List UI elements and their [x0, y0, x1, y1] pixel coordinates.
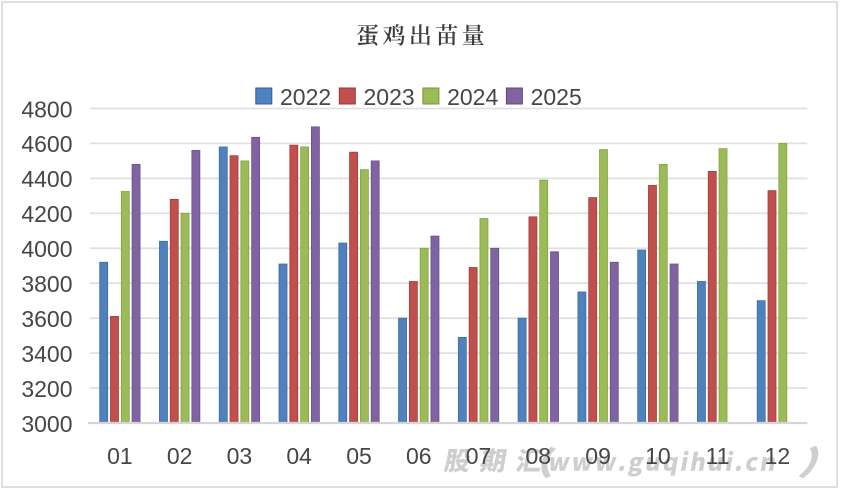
svg-text:4600: 4600: [21, 131, 72, 157]
svg-text:4000: 4000: [21, 236, 72, 262]
svg-text:06: 06: [406, 443, 432, 469]
svg-text:08: 08: [526, 443, 552, 469]
svg-text:3000: 3000: [21, 411, 72, 437]
svg-text:07: 07: [466, 443, 492, 469]
svg-text:09: 09: [585, 443, 611, 469]
svg-text:3600: 3600: [21, 306, 72, 332]
svg-text:4800: 4800: [21, 96, 72, 122]
svg-text:4400: 4400: [21, 166, 72, 192]
svg-text:10: 10: [645, 443, 671, 469]
svg-text:3800: 3800: [21, 271, 72, 297]
svg-text:3400: 3400: [21, 341, 72, 367]
svg-text:4200: 4200: [21, 201, 72, 227]
svg-text:3200: 3200: [21, 376, 72, 402]
svg-text:04: 04: [286, 443, 312, 469]
svg-text:01: 01: [107, 443, 133, 469]
svg-text:2022: 2022: [280, 84, 331, 110]
svg-text:11: 11: [706, 443, 730, 469]
svg-text:02: 02: [167, 443, 193, 469]
svg-text:03: 03: [227, 443, 253, 469]
svg-text:12: 12: [765, 443, 791, 469]
svg-text:2025: 2025: [531, 84, 582, 110]
svg-text:2024: 2024: [447, 84, 498, 110]
svg-text:05: 05: [346, 443, 372, 469]
svg-text:2023: 2023: [364, 84, 415, 110]
